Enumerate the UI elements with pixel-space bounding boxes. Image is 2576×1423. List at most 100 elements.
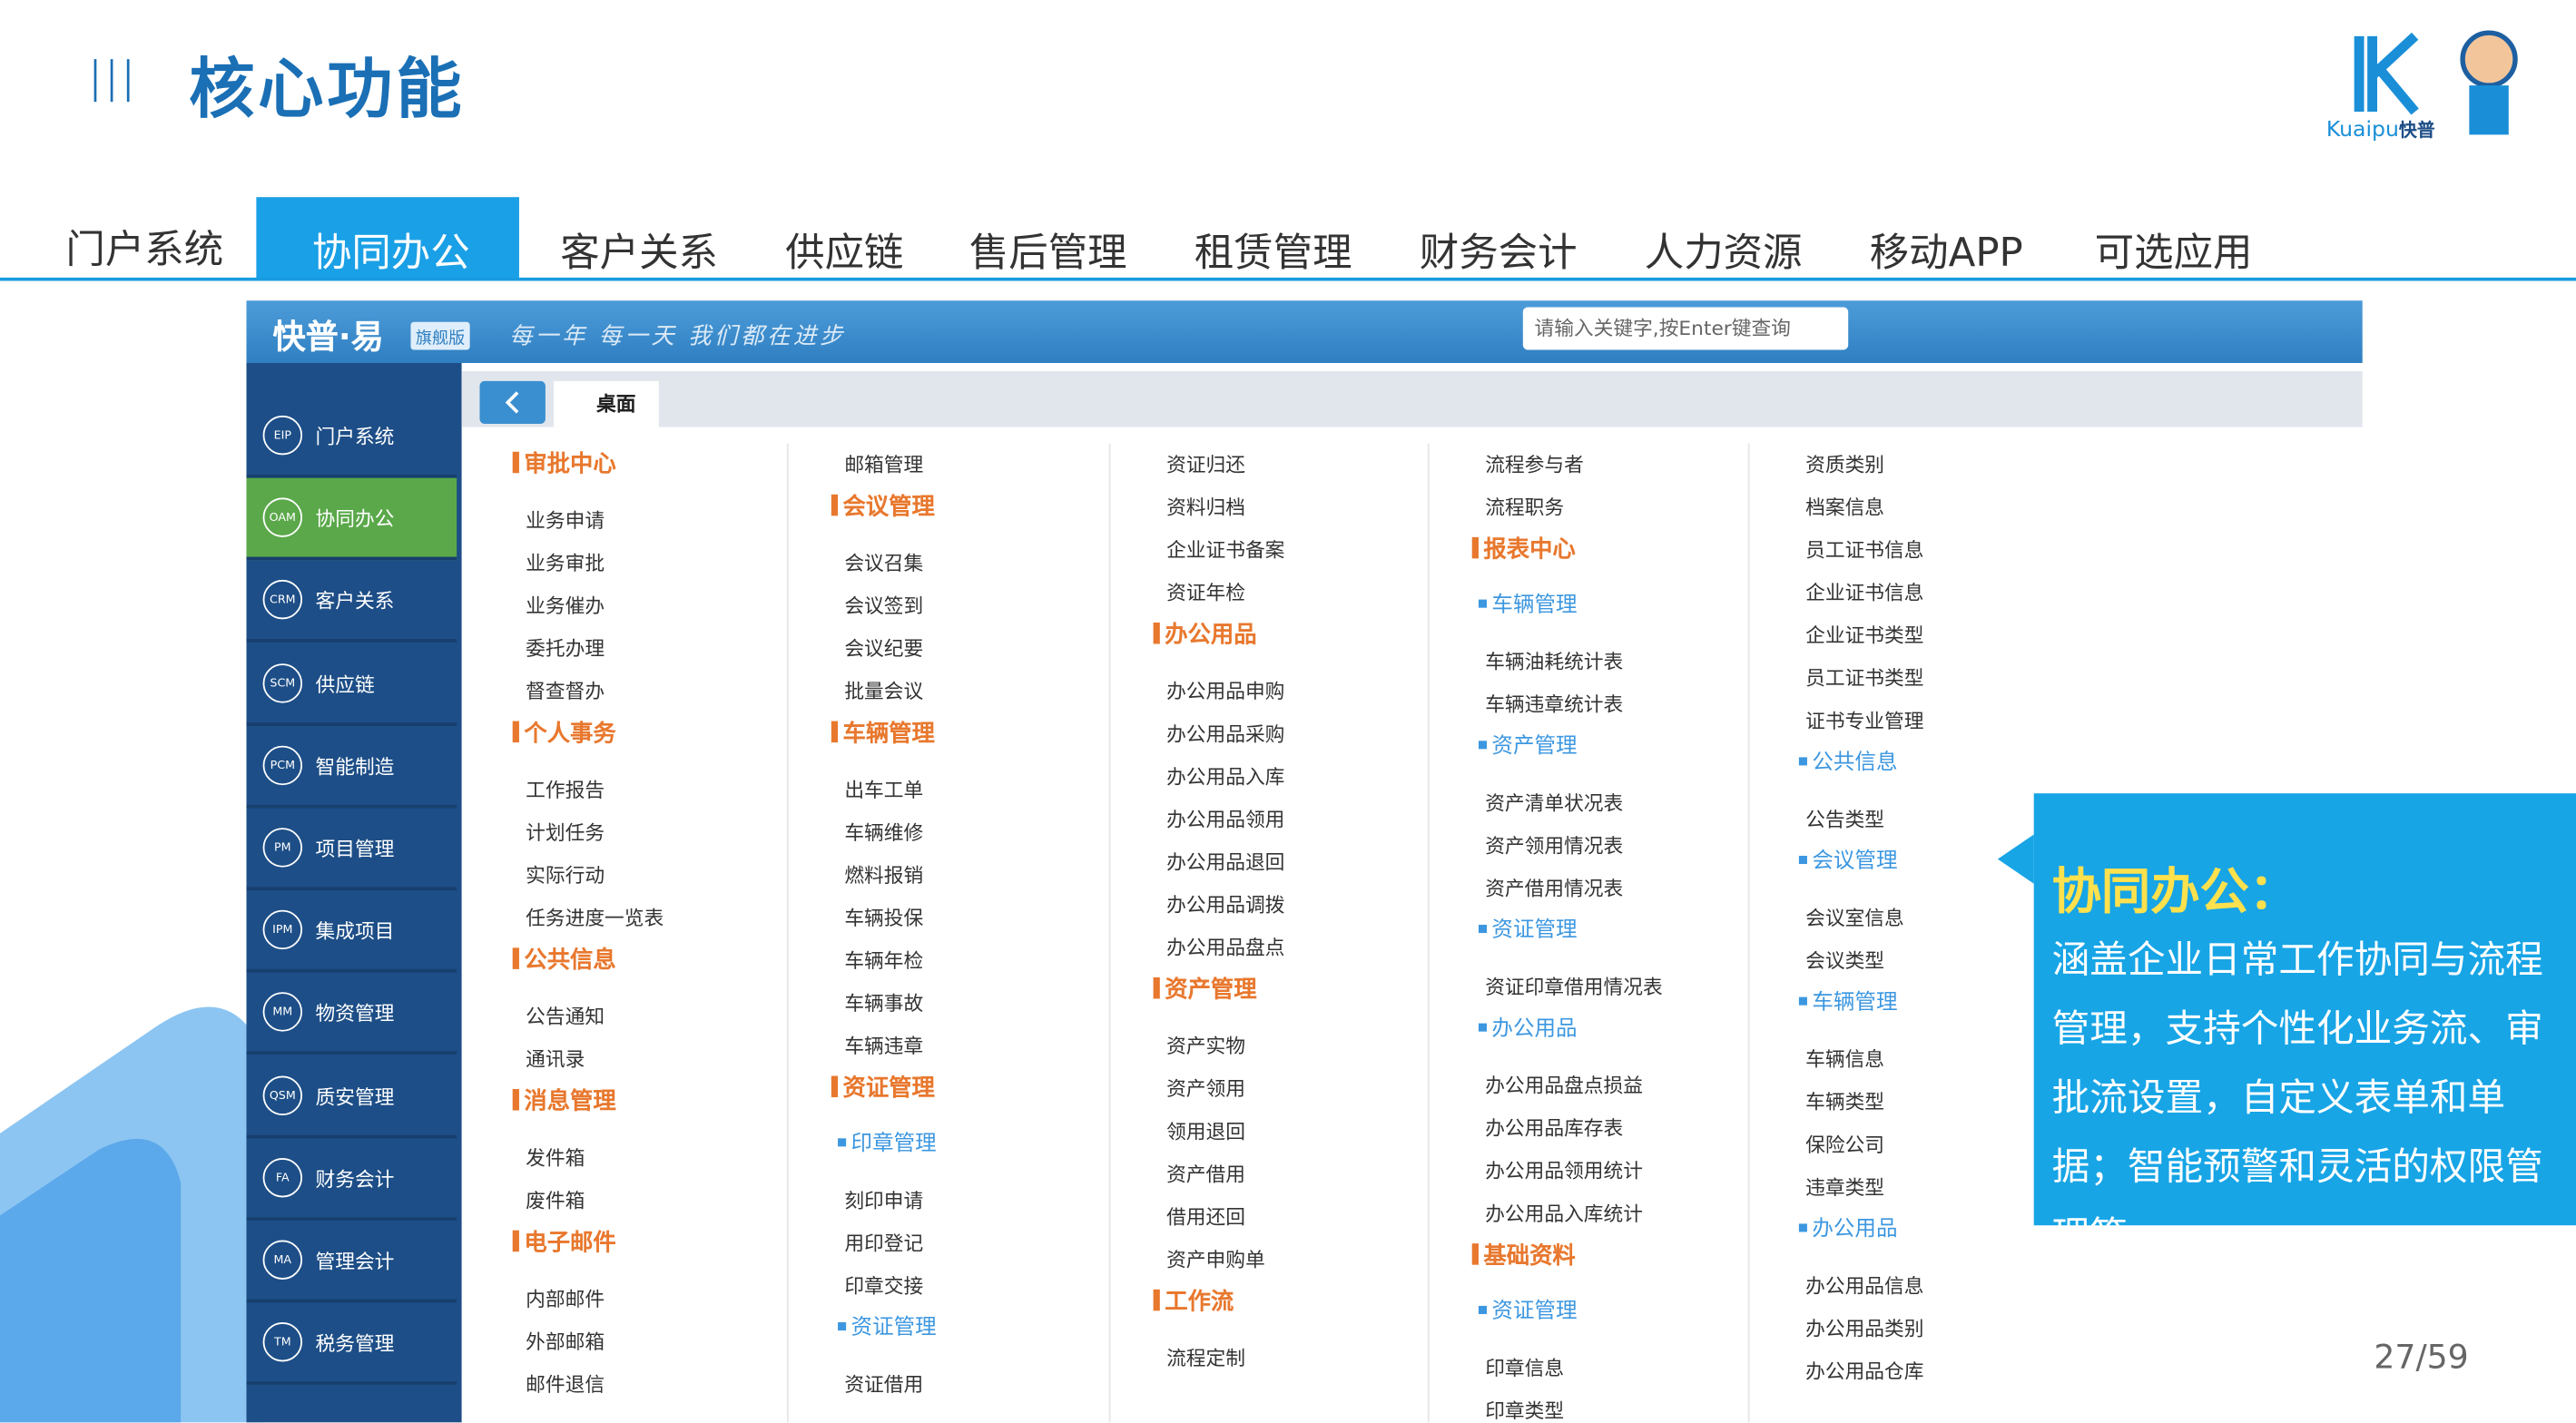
menu-item[interactable]: 企业证书类型 [1805, 623, 1924, 648]
menu-item[interactable]: 办公用品申购 [1166, 680, 1285, 703]
sidebar-item[interactable]: TM 税务管理 [246, 1303, 457, 1386]
menu-item[interactable]: 员工证书信息 [1805, 538, 1924, 563]
menu-item[interactable]: 办公用品仓库 [1805, 1359, 1924, 1383]
menu-item[interactable]: 证书专业管理 [1805, 709, 1924, 733]
menu-item[interactable]: 出车工单 [844, 778, 924, 802]
menu-item[interactable]: 资证年检 [1166, 581, 1245, 605]
menu-item[interactable]: 办公用品入库统计 [1485, 1202, 1643, 1226]
menu-item[interactable]: 车辆违章统计表 [1485, 692, 1624, 717]
menu-item[interactable]: 内部邮件 [526, 1288, 605, 1311]
nav-tab[interactable]: 财务会计 [1419, 230, 1578, 277]
menu-item[interactable]: 企业证书信息 [1805, 581, 1924, 605]
menu-item[interactable]: 违章类型 [1805, 1175, 1885, 1200]
menu-item[interactable]: 办公用品领用统计 [1485, 1159, 1643, 1183]
menu-item[interactable]: 通讯录 [526, 1047, 585, 1072]
sidebar-item[interactable]: MM 物资管理 [246, 973, 457, 1055]
menu-item[interactable]: 流程职务 [1485, 496, 1565, 519]
menu-item[interactable]: 办公用品库存表 [1485, 1116, 1624, 1141]
search-box[interactable]: 请输入关键字,按Enter键查询 [1522, 307, 1849, 350]
menu-item[interactable]: 工作报告 [526, 778, 605, 802]
menu-item[interactable]: 员工证书类型 [1805, 666, 1924, 691]
sidebar-item[interactable]: FA 财务会计 [246, 1138, 457, 1221]
menu-item[interactable]: 领用退回 [1166, 1120, 1245, 1143]
menu-item[interactable]: 办公用品采购 [1166, 722, 1285, 746]
menu-item[interactable]: 车辆投保 [844, 907, 924, 930]
menu-item[interactable]: 委托办理 [526, 637, 605, 661]
nav-tab[interactable]: 可选应用 [2094, 230, 2253, 277]
menu-item[interactable]: 资产领用情况表 [1485, 834, 1624, 858]
menu-item[interactable]: 印章交接 [844, 1274, 924, 1298]
menu-item[interactable]: 业务申请 [526, 509, 605, 533]
menu-item[interactable]: 资产申购单 [1166, 1248, 1265, 1271]
menu-item[interactable]: 档案信息 [1805, 496, 1885, 519]
sidebar-item[interactable]: QSM 质安管理 [246, 1055, 457, 1138]
sidebar-item[interactable]: IPM 集成项目 [246, 890, 457, 973]
desk-tab[interactable]: 桌面 [553, 380, 659, 427]
menu-item[interactable]: 实际行动 [526, 864, 605, 888]
sidebar-item[interactable]: CRM 客户关系 [246, 561, 457, 643]
nav-tab[interactable]: 协同办公 [311, 230, 470, 277]
menu-item[interactable]: 邮件退信 [526, 1373, 605, 1397]
sidebar-item[interactable]: EIP 门户系统 [246, 396, 457, 478]
menu-item[interactable]: 办公用品信息 [1805, 1274, 1924, 1298]
menu-item[interactable]: 车辆信息 [1805, 1047, 1885, 1072]
menu-item[interactable]: 车辆事故 [844, 992, 924, 1016]
sidebar-item[interactable]: PM 项目管理 [246, 808, 457, 890]
menu-item[interactable]: 会议签到 [844, 594, 924, 618]
menu-item[interactable]: 用印登记 [844, 1232, 924, 1255]
nav-tab[interactable]: 门户系统 [65, 226, 224, 273]
menu-item[interactable]: 外部邮箱 [526, 1330, 605, 1354]
menu-item[interactable]: 公告通知 [526, 1005, 605, 1029]
menu-item[interactable]: 办公用品入库 [1166, 765, 1285, 789]
sidebar-item[interactable]: PCM 智能制造 [246, 726, 457, 809]
menu-item[interactable]: 邮箱管理 [844, 453, 924, 476]
menu-item[interactable]: 车辆类型 [1805, 1090, 1885, 1114]
menu-item[interactable]: 批量会议 [844, 680, 924, 703]
sidebar-item[interactable]: SCM 供应链 [246, 643, 457, 726]
menu-item[interactable]: 办公用品调拨 [1166, 893, 1285, 917]
nav-tab[interactable]: 人力资源 [1644, 230, 1803, 277]
menu-item[interactable]: 业务催办 [526, 594, 605, 618]
menu-item[interactable]: 计划任务 [526, 820, 605, 845]
menu-item[interactable]: 会议室信息 [1805, 907, 1904, 930]
menu-item[interactable]: 资产领用 [1166, 1077, 1245, 1101]
menu-item[interactable]: 督查督办 [526, 680, 605, 703]
back-button[interactable] [479, 380, 546, 424]
menu-item[interactable]: 办公用品领用 [1166, 808, 1285, 831]
sidebar-item[interactable]: OAM 协同办公 [246, 478, 457, 561]
menu-item[interactable]: 办公用品盘点 [1166, 936, 1285, 960]
menu-item[interactable]: 车辆油耗统计表 [1485, 650, 1624, 674]
menu-item[interactable]: 刻印申请 [844, 1189, 924, 1212]
menu-item[interactable]: 资产清单状况表 [1485, 791, 1624, 815]
menu-item[interactable]: 保险公司 [1805, 1133, 1885, 1157]
menu-item[interactable]: 燃料报销 [844, 864, 924, 888]
nav-tab[interactable]: 售后管理 [968, 230, 1127, 277]
menu-item[interactable]: 车辆年检 [844, 949, 924, 973]
menu-item[interactable]: 资产借用情况表 [1485, 877, 1624, 900]
menu-item[interactable]: 业务审批 [526, 552, 605, 575]
menu-item[interactable]: 借用还回 [1166, 1205, 1245, 1229]
menu-item[interactable]: 会议纪要 [844, 637, 924, 661]
menu-item[interactable]: 会议类型 [1805, 949, 1885, 973]
menu-item[interactable]: 车辆违章 [844, 1035, 924, 1058]
menu-item[interactable]: 流程定制 [1166, 1347, 1245, 1370]
menu-item[interactable]: 公告类型 [1805, 808, 1885, 831]
menu-item[interactable]: 发件箱 [526, 1146, 585, 1170]
menu-item[interactable]: 资产借用 [1166, 1163, 1245, 1186]
menu-item[interactable]: 印章类型 [1485, 1399, 1565, 1423]
nav-tab[interactable]: 租赁管理 [1194, 230, 1352, 277]
menu-item[interactable]: 印章信息 [1485, 1357, 1565, 1380]
nav-tab[interactable]: 客户关系 [560, 230, 718, 277]
menu-item[interactable]: 车辆维修 [844, 820, 924, 845]
menu-item[interactable]: 任务进度一览表 [526, 907, 664, 930]
menu-item[interactable]: 废件箱 [526, 1189, 585, 1212]
menu-item[interactable]: 办公用品盘点损益 [1485, 1074, 1643, 1098]
menu-item[interactable]: 企业证书备案 [1166, 538, 1285, 563]
nav-tab[interactable]: 供应链 [785, 230, 904, 277]
nav-tab[interactable]: 移动APP [1869, 230, 2023, 277]
menu-item[interactable]: 资质类别 [1805, 453, 1885, 476]
menu-item[interactable]: 办公用品类别 [1805, 1317, 1924, 1340]
menu-item[interactable]: 流程参与者 [1485, 453, 1584, 476]
menu-item[interactable]: 资证借用 [844, 1373, 924, 1397]
menu-item[interactable]: 资料归档 [1166, 496, 1245, 519]
